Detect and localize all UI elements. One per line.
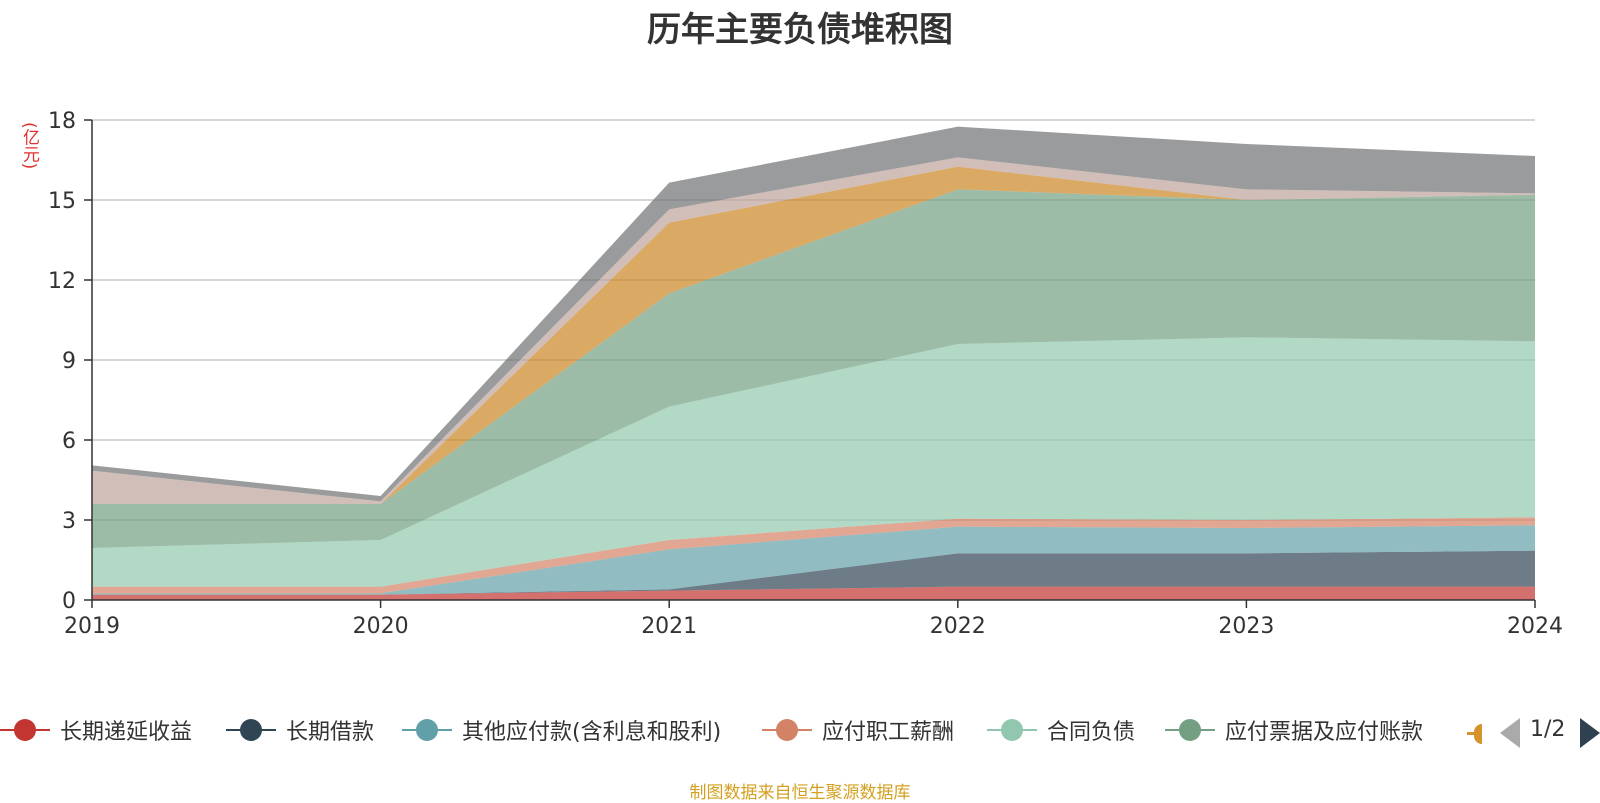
y-tick-label: 3 xyxy=(62,509,76,534)
legend-page-indicator: 1/2 xyxy=(1530,717,1566,742)
area-series-4[interactable] xyxy=(92,337,1535,587)
legend-label: 其他应付款(含利息和股利) xyxy=(462,720,722,745)
area-series-2[interactable] xyxy=(92,525,1535,595)
legend-marker xyxy=(226,715,276,745)
data-source-note: 制图数据来自恒生聚源数据库 xyxy=(689,783,911,803)
y-tick-label: 18 xyxy=(48,109,76,134)
legend-item[interactable]: 长期借款 xyxy=(226,712,374,748)
legend-marker xyxy=(1165,715,1215,745)
x-tick-label: 2022 xyxy=(930,614,986,639)
area-series-7[interactable] xyxy=(92,157,1535,505)
legend-label: 合同负债 xyxy=(1047,720,1136,745)
area-series-0[interactable] xyxy=(92,586,1535,600)
legend-label: 应付职工薪酬 xyxy=(822,720,955,745)
stacked-areas xyxy=(92,126,1535,600)
legend-marker xyxy=(987,715,1037,745)
legend-marker xyxy=(762,715,812,745)
legend-item[interactable]: 长期递延收益 xyxy=(0,712,192,748)
x-tick-label: 2024 xyxy=(1507,614,1563,639)
legend: 长期递延收益 长期借款 其他应付款(含利息和股利) 应付职工薪酬 合同负债 应付票据及应付… xyxy=(0,712,1600,748)
chart-title: 历年主要负债堆积图 xyxy=(647,10,953,50)
x-tick-label: 2019 xyxy=(64,614,120,639)
legend-next-page-button[interactable] xyxy=(1580,718,1600,748)
legend-prev-page-button[interactable] xyxy=(1500,718,1520,748)
y-tick-label: 15 xyxy=(48,189,76,214)
x-tick-label: 2020 xyxy=(353,614,409,639)
legend-partial-dot[interactable] xyxy=(1474,724,1482,744)
legend-label: 应付票据及应付账款 xyxy=(1225,720,1424,745)
area-series-1[interactable] xyxy=(92,550,1535,595)
legend-marker xyxy=(402,715,452,745)
legend-item[interactable]: 其他应付款(含利息和股利) xyxy=(402,712,721,748)
x-tick-label: 2021 xyxy=(641,614,697,639)
legend-label: 长期借款 xyxy=(286,720,375,745)
legend-item[interactable]: 合同负债 xyxy=(987,712,1135,748)
legend-item[interactable]: 应付职工薪酬 xyxy=(762,712,954,748)
y-tick-label: 6 xyxy=(62,429,76,454)
legend-label: 长期递延收益 xyxy=(60,720,193,745)
legend-item[interactable]: 应付票据及应付账款 xyxy=(1165,712,1423,748)
area-series-8[interactable] xyxy=(92,126,1535,502)
y-tick-label: 12 xyxy=(48,269,76,294)
y-tick-label: 9 xyxy=(62,349,76,374)
axes: 0 3 6 9 12 15 18 2019 2020 2021 2022 2023 2024 xyxy=(48,109,1563,639)
y-tick-label: 0 xyxy=(62,589,76,614)
area-series-5[interactable] xyxy=(92,189,1535,549)
area-series-6[interactable] xyxy=(92,166,1535,504)
y-axis-unit: (亿元) xyxy=(19,122,39,170)
x-tick-label: 2023 xyxy=(1218,614,1274,639)
chart-plot: 0 3 6 9 12 15 18 2019 2020 2021 2022 2023 2024 xyxy=(48,109,1563,639)
legend-marker xyxy=(0,715,50,745)
area-series-3[interactable] xyxy=(92,517,1535,594)
